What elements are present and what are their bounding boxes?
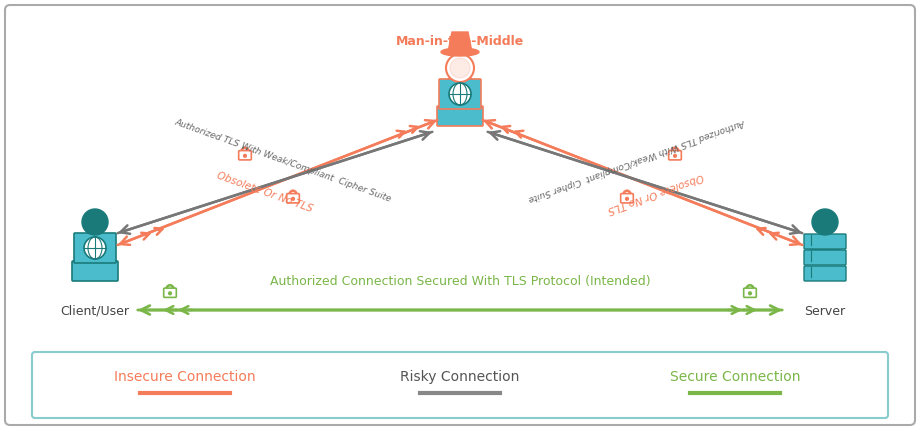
Circle shape	[449, 58, 470, 78]
Polygon shape	[77, 238, 113, 258]
FancyBboxPatch shape	[32, 352, 887, 418]
Ellipse shape	[441, 76, 478, 104]
Circle shape	[84, 237, 106, 259]
FancyBboxPatch shape	[437, 106, 482, 126]
FancyBboxPatch shape	[803, 266, 845, 281]
FancyBboxPatch shape	[668, 150, 681, 160]
Text: Server: Server	[803, 305, 845, 318]
FancyBboxPatch shape	[238, 150, 251, 160]
Text: Authorized TLS With Weak/Compliant  Cipher Suite: Authorized TLS With Weak/Compliant Ciphe…	[527, 117, 745, 203]
Text: Insecure Connection: Insecure Connection	[114, 370, 255, 384]
Text: Risky Connection: Risky Connection	[400, 370, 519, 384]
FancyBboxPatch shape	[438, 79, 481, 109]
FancyBboxPatch shape	[743, 288, 755, 298]
Circle shape	[748, 292, 751, 295]
Text: Man-in-the-Middle: Man-in-the-Middle	[395, 35, 524, 48]
FancyBboxPatch shape	[803, 234, 845, 249]
Text: Authorized TLS With Weak/Compliant  Cipher Suite: Authorized TLS With Weak/Compliant Ciphe…	[174, 117, 392, 203]
Circle shape	[291, 197, 294, 200]
FancyBboxPatch shape	[803, 250, 845, 265]
FancyBboxPatch shape	[287, 194, 299, 203]
Circle shape	[673, 154, 675, 157]
FancyBboxPatch shape	[620, 194, 632, 203]
Circle shape	[811, 209, 837, 235]
Text: Obsolete Or No TLS: Obsolete Or No TLS	[215, 171, 314, 214]
Text: Secure Connection: Secure Connection	[669, 370, 800, 384]
Circle shape	[244, 154, 246, 157]
Polygon shape	[448, 32, 471, 52]
Text: Client/User: Client/User	[61, 305, 130, 318]
FancyBboxPatch shape	[74, 233, 116, 263]
FancyBboxPatch shape	[5, 5, 914, 425]
Text: Authorized Connection Secured With TLS Protocol (Intended): Authorized Connection Secured With TLS P…	[269, 276, 650, 289]
Circle shape	[82, 209, 108, 235]
Text: Obsolete Or No TLS: Obsolete Or No TLS	[605, 171, 704, 214]
FancyBboxPatch shape	[164, 288, 176, 298]
Polygon shape	[806, 238, 842, 258]
Circle shape	[448, 83, 471, 105]
FancyBboxPatch shape	[72, 261, 118, 281]
Circle shape	[446, 54, 473, 82]
Ellipse shape	[440, 48, 479, 56]
Circle shape	[625, 197, 628, 200]
Circle shape	[168, 292, 171, 295]
